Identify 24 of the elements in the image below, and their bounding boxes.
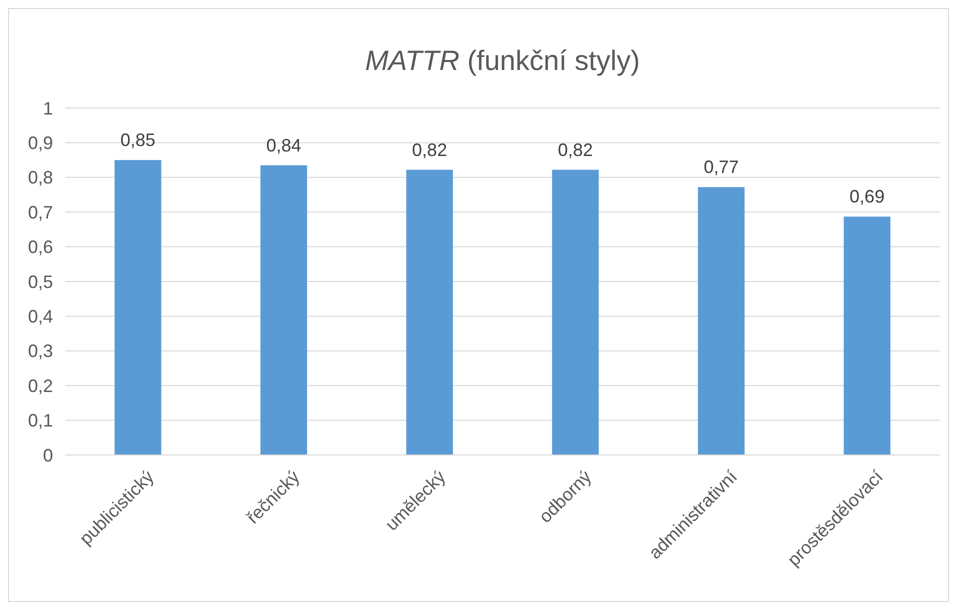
y-tick-label: 1: [42, 98, 53, 118]
data-label: 0,77: [704, 157, 739, 178]
chart-title: MATTR (funkční styly): [365, 45, 640, 76]
bar: [406, 170, 453, 455]
y-tick-label: 0,3: [28, 341, 53, 362]
y-tick-label: 0,8: [28, 168, 53, 188]
y-tick-label: 0: [42, 445, 53, 466]
data-label: 0,84: [266, 135, 302, 156]
y-tick-label: 0,7: [28, 202, 53, 222]
bar: [698, 187, 745, 455]
bar: [260, 165, 308, 455]
y-tick-label: 0,4: [28, 306, 53, 326]
bar: [114, 160, 162, 455]
data-label: 0,82: [558, 140, 593, 160]
data-label: 0,85: [120, 130, 156, 150]
y-tick-label: 0,2: [28, 376, 53, 396]
data-label: 0,69: [850, 186, 885, 207]
y-tick-label: 0,5: [28, 272, 53, 292]
y-tick-label: 0,1: [28, 410, 53, 431]
y-tick-label: 0,6: [28, 237, 53, 258]
bar: [844, 216, 890, 455]
data-label: 0,82: [412, 140, 448, 160]
y-tick-label: 0,9: [28, 133, 53, 153]
bar: [552, 170, 599, 455]
